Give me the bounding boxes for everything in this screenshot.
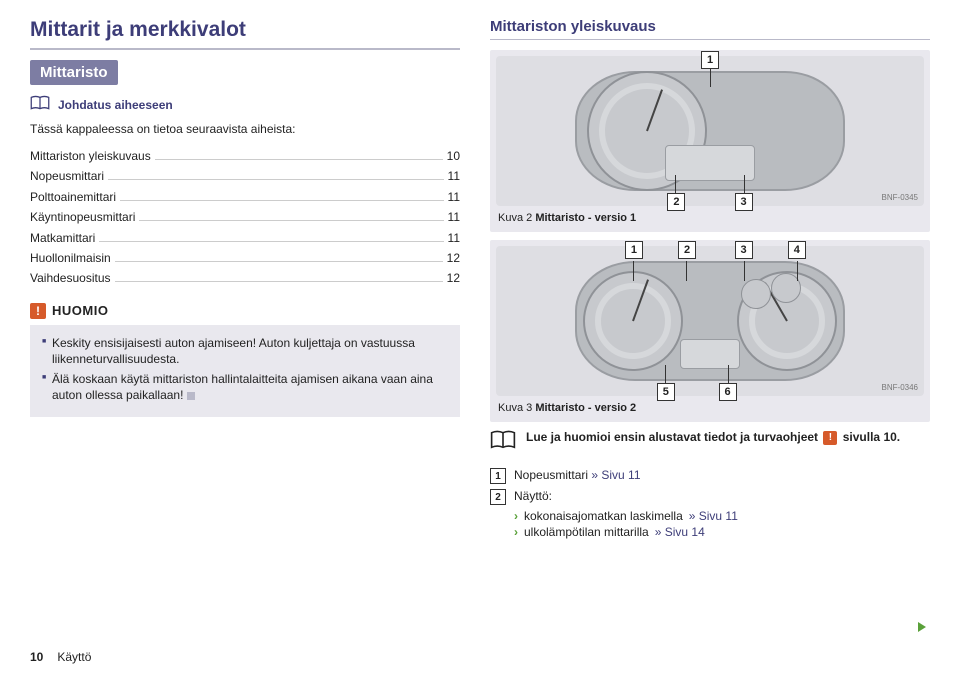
toc-label: Mittariston yleiskuvaus (30, 146, 151, 166)
callout-box: 1 (625, 241, 643, 259)
dashboard-illustration-v1: 1 2 3 (575, 71, 845, 191)
ref-sub-label: kokonaisajomatkan laskimella (524, 509, 683, 523)
callout-box: 2 (667, 193, 685, 211)
notice-box: ! HUOMIO Keskity ensisijaisesti auton aj… (30, 303, 460, 418)
footer-section: Käyttö (57, 650, 91, 664)
toc-label: Käyntinopeusmittari (30, 207, 135, 227)
section-title-pill: Mittaristo (30, 60, 118, 85)
notice-item: Älä koskaan käytä mittariston hallintala… (42, 371, 448, 403)
toc-page: 11 (448, 187, 460, 207)
reference-list: 1 Nopeusmittari » Sivu 11 2 Näyttö: › ko… (490, 467, 930, 539)
toc-page: 12 (447, 268, 460, 288)
right-heading: Mittariston yleiskuvaus (490, 18, 930, 40)
callout-box: 5 (657, 383, 675, 401)
figure-title: Mittaristo - versio 2 (535, 402, 636, 414)
image-code: BNF-0345 (882, 193, 918, 202)
warning-icon: ! (823, 431, 837, 445)
chevron-right-icon: › (514, 525, 518, 539)
toc-list: Mittariston yleiskuvaus 10 Nopeusmittari 1… (30, 146, 460, 289)
callout-box: 2 (678, 241, 696, 259)
callout-box: 3 (735, 241, 753, 259)
ref-label: Näyttö: (514, 488, 552, 505)
ref-number-box: 1 (490, 468, 506, 484)
continue-arrow-icon (918, 622, 926, 632)
page-title: Mittarit ja merkkivalot (30, 18, 460, 50)
figure-number: Kuva 2 (498, 212, 532, 224)
intro-heading: Johdatus aiheeseen (58, 98, 173, 112)
page-ref-link[interactable]: » Sivu 11 (689, 509, 738, 523)
page-footer: 10 Käyttö (30, 650, 91, 664)
page-ref-link[interactable]: » Sivu 11 (591, 468, 640, 482)
figure-title: Mittaristo - versio 1 (535, 212, 636, 224)
toc-label: Matkamittari (30, 228, 95, 248)
toc-page: 11 (448, 207, 460, 227)
figure-caption: Kuva 3 Mittaristo - versio 2 (496, 396, 924, 416)
toc-page: 11 (448, 166, 460, 186)
toc-item: Polttoainemittari 11 (30, 187, 460, 207)
toc-item: Huollonilmaisin 12 (30, 248, 460, 268)
toc-item: Mittariston yleiskuvaus 10 (30, 146, 460, 166)
notice-title: HUOMIO (52, 303, 108, 318)
figure-1: 1 2 3 BNF-0345 Kuva 2 Mittaristo - versi… (490, 50, 930, 232)
ref-number-box: 2 (490, 489, 506, 505)
toc-page: 12 (447, 248, 460, 268)
figure-2: 1 2 3 4 5 6 BNF-0346 Kuva 3 Mittaristo -… (490, 240, 930, 422)
end-marker-icon (187, 392, 195, 400)
toc-label: Huollonilmaisin (30, 248, 111, 268)
toc-label: Nopeusmittari (30, 166, 104, 186)
toc-page: 11 (448, 228, 460, 248)
read-first-note: Lue ja huomioi ensin alustavat tiedot ja… (490, 430, 930, 453)
intro-text: Tässä kappaleessa on tietoa seuraavista … (30, 122, 460, 136)
notice-item: Keskity ensisijaisesti auton ajamiseen! … (42, 335, 448, 367)
book-icon (490, 430, 516, 453)
read-first-text-b: sivulla 10. (843, 430, 900, 444)
toc-label: Vaihdesuositus (30, 268, 111, 288)
callout-box: 4 (788, 241, 806, 259)
warning-icon: ! (30, 303, 46, 319)
toc-page: 10 (447, 146, 460, 166)
book-icon (30, 95, 50, 114)
dashboard-illustration-v2: 1 2 3 4 5 6 (575, 261, 845, 381)
toc-item: Vaihdesuositus 12 (30, 268, 460, 288)
chevron-right-icon: › (514, 509, 518, 523)
toc-item: Nopeusmittari 11 (30, 166, 460, 186)
toc-label: Polttoainemittari (30, 187, 116, 207)
callout-box: 6 (719, 383, 737, 401)
page-ref-link[interactable]: » Sivu 14 (655, 525, 705, 539)
callout-box: 3 (735, 193, 753, 211)
callout-box: 1 (701, 51, 719, 69)
toc-item: Käyntinopeusmittari 11 (30, 207, 460, 227)
ref-sub-label: ulkolämpötilan mittarilla (524, 525, 649, 539)
figure-caption: Kuva 2 Mittaristo - versio 1 (496, 206, 924, 226)
page-number: 10 (30, 650, 43, 664)
toc-item: Matkamittari 11 (30, 228, 460, 248)
notice-item-text: Älä koskaan käytä mittariston hallintala… (52, 372, 433, 402)
read-first-text-a: Lue ja huomioi ensin alustavat tiedot ja… (526, 430, 818, 444)
image-code: BNF-0346 (882, 383, 918, 392)
figure-number: Kuva 3 (498, 402, 532, 414)
ref-label: Nopeusmittari (514, 468, 588, 482)
